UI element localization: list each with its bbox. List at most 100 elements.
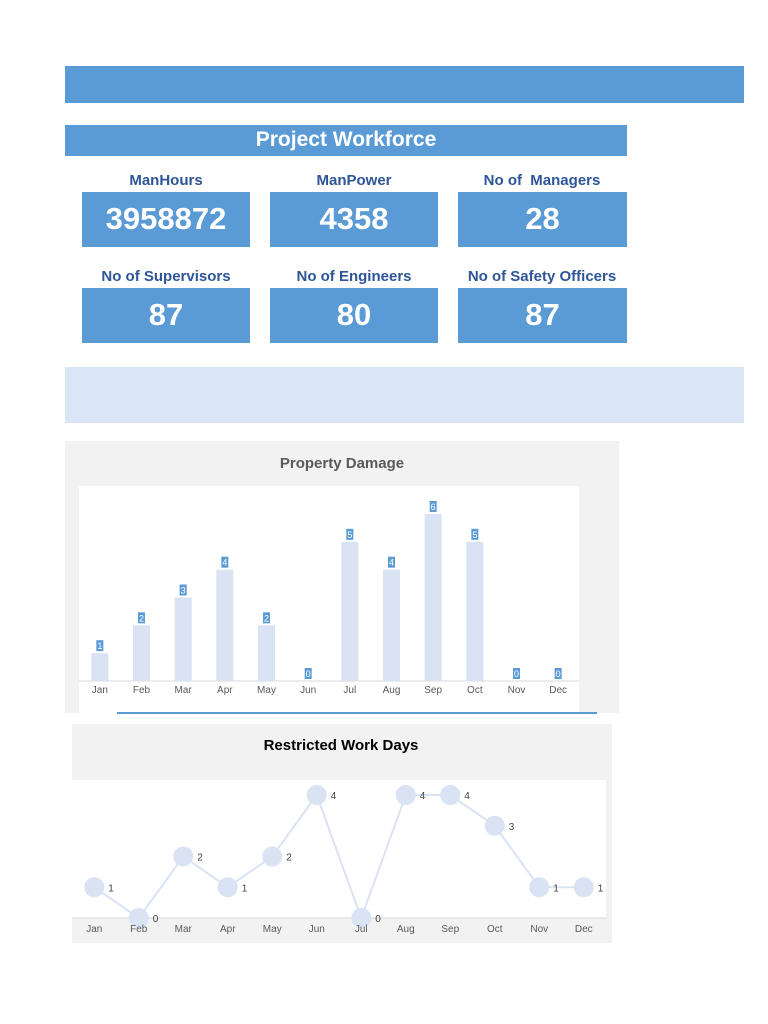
data-label-nov: 1 <box>553 883 559 894</box>
data-label-sep: 6 <box>431 502 436 512</box>
data-label-feb: 2 <box>139 613 144 623</box>
header-band <box>65 66 744 103</box>
data-label-bg-oct <box>471 528 479 540</box>
data-label-sep: 4 <box>464 791 470 802</box>
point-nov <box>529 877 550 898</box>
kpi-label-managers: No of Managers <box>483 172 601 189</box>
data-label-bg-aug <box>388 556 395 568</box>
bar-aug <box>383 569 400 681</box>
x-tick-feb: Feb <box>133 685 151 696</box>
data-label-bg-may <box>263 612 270 624</box>
data-label-oct: 5 <box>472 530 477 540</box>
restricted-work-days-plot-area <box>72 780 606 918</box>
x-tick-oct: Oct <box>467 685 483 696</box>
x-tick-dec: Dec <box>575 924 593 935</box>
data-label-bg-sep <box>429 501 437 512</box>
data-label-bg-jul <box>346 528 354 540</box>
data-label-may: 2 <box>264 613 269 623</box>
x-tick-jul: Jul <box>343 685 356 696</box>
data-label-apr: 1 <box>242 883 248 894</box>
x-tick-sep: Sep <box>424 685 442 696</box>
data-label-dec: 1 <box>598 883 604 894</box>
kpi-value-safety-officers: 87 <box>458 288 627 343</box>
data-label-bg-apr <box>221 556 229 568</box>
point-jan <box>84 877 105 898</box>
restricted-work-days-chart: Restricted Work Days 1 Jan 0 Feb 2 Mar 1 Apr 2 Ma… <box>72 737 606 935</box>
x-tick-mar: Mar <box>175 924 193 935</box>
x-tick-aug: Aug <box>397 924 415 935</box>
data-label-may: 2 <box>286 853 292 864</box>
x-tick-may: May <box>263 924 282 935</box>
x-tick-mar: Mar <box>175 685 193 696</box>
x-tick-dec: Dec <box>549 685 567 696</box>
workforce-title: Project Workforce <box>65 125 627 156</box>
data-label-bg-dec <box>554 668 562 679</box>
data-label-dec: 0 <box>556 669 561 679</box>
point-sep <box>440 785 461 805</box>
bar-mar <box>174 597 192 681</box>
data-label-jul: 5 <box>347 530 352 540</box>
x-tick-apr: Apr <box>217 685 233 696</box>
data-label-jun: 4 <box>331 791 337 802</box>
point-dec <box>573 877 594 898</box>
restricted-work-days-panel: Restricted Work Days 1 Jan 0 Feb 2 Mar 1 Apr 2 Ma… <box>72 724 612 943</box>
bar-feb <box>133 625 150 681</box>
data-label-mar: 2 <box>197 853 203 864</box>
data-label-bg-mar <box>179 584 187 596</box>
x-tick-sep: Sep <box>441 924 459 935</box>
data-label-aug: 4 <box>389 558 394 568</box>
bar-jul <box>341 541 359 681</box>
bar-may <box>258 625 275 681</box>
kpi-value-manpower: 4358 <box>270 192 438 247</box>
data-label-jan: 1 <box>97 641 102 651</box>
data-label-apr: 4 <box>222 558 227 568</box>
point-jun <box>306 785 327 805</box>
x-tick-jan: Jan <box>92 685 108 696</box>
point-mar <box>173 846 194 867</box>
kpi-value-engineers: 80 <box>270 288 438 343</box>
kpi-label-manhours: ManHours <box>129 172 203 189</box>
property-damage-plot-area <box>79 486 579 713</box>
data-label-bg-jun <box>304 668 312 679</box>
data-label-bg-jan <box>96 640 104 652</box>
x-tick-may: May <box>257 685 276 696</box>
x-tick-jul: Jul <box>355 924 368 935</box>
data-label-jan: 1 <box>108 883 114 894</box>
kpi-label-supervisors: No of Supervisors <box>101 268 231 285</box>
data-label-jul: 0 <box>375 914 381 925</box>
property-damage-panel: Property Damage 1 Jan 2 Feb 3 Mar 4 Apr 2 May 0 Jun… <box>65 441 619 713</box>
kpi-value-managers: 28 <box>458 192 627 247</box>
property-damage-title: Property Damage <box>280 455 404 472</box>
data-label-feb: 0 <box>153 914 159 925</box>
data-label-jun: 0 <box>306 669 311 679</box>
property-damage-chart: Property Damage 1 Jan 2 Feb 3 Mar 4 Apr 2 May 0 Jun… <box>79 455 579 713</box>
x-tick-feb: Feb <box>130 924 148 935</box>
bar-apr <box>216 569 234 681</box>
data-label-bg-nov <box>513 668 520 679</box>
kpi-label-engineers: No of Engineers <box>296 268 412 285</box>
data-label-mar: 3 <box>181 586 186 596</box>
restricted-work-days-title: Restricted Work Days <box>264 737 419 754</box>
x-tick-jun: Jun <box>309 924 325 935</box>
bar-oct <box>466 541 484 681</box>
data-label-aug: 4 <box>420 791 426 802</box>
x-tick-oct: Oct <box>487 924 503 935</box>
data-label-bg-feb <box>138 612 145 624</box>
point-jul <box>351 908 372 928</box>
line-series <box>93 792 584 921</box>
bar-sep <box>424 514 442 681</box>
x-tick-nov: Nov <box>508 685 526 696</box>
point-may <box>262 846 283 867</box>
x-tick-aug: Aug <box>383 685 401 696</box>
separator-line <box>117 712 597 714</box>
point-apr <box>217 877 238 898</box>
data-label-nov: 0 <box>514 669 519 679</box>
kpi-value-supervisors: 87 <box>82 288 250 343</box>
section-band <box>65 367 744 423</box>
x-tick-apr: Apr <box>220 924 236 935</box>
data-label-oct: 3 <box>509 822 515 833</box>
point-oct <box>484 815 505 836</box>
x-tick-jun: Jun <box>300 685 316 696</box>
bar-jan <box>91 653 109 681</box>
x-tick-nov: Nov <box>530 924 548 935</box>
